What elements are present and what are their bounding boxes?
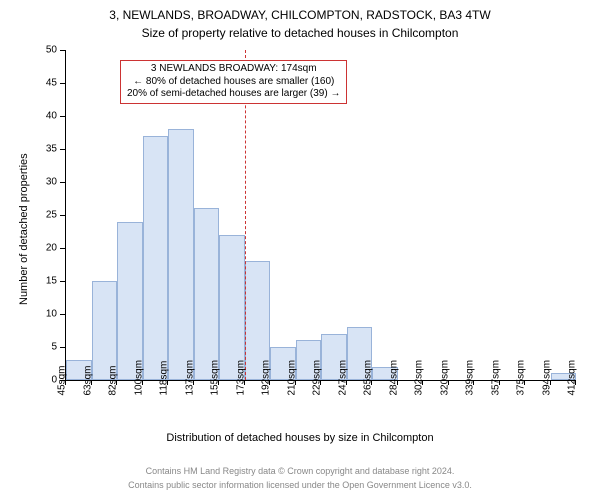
y-tick-label: 50 [27,45,57,56]
y-tick-label: 20 [27,243,57,254]
y-tick-mark [60,248,65,249]
annotation-line-2: ← 80% of detached houses are smaller (16… [127,76,340,89]
bar [194,208,220,380]
annotation-box: 3 NEWLANDS BROADWAY: 174sqm← 80% of deta… [120,60,347,104]
bar [143,136,169,380]
chart-container: { "title_line1": "3, NEWLANDS, BROADWAY,… [0,0,600,500]
y-tick-label: 0 [27,375,57,386]
y-tick-label: 45 [27,78,57,89]
y-tick-mark [60,347,65,348]
y-tick-mark [60,116,65,117]
y-tick-label: 40 [27,111,57,122]
footer-line-2: Contains public sector information licen… [0,480,600,490]
y-tick-mark [60,215,65,216]
bar [168,129,194,380]
y-tick-label: 25 [27,210,57,221]
y-tick-mark [60,83,65,84]
annotation-line-1: 3 NEWLANDS BROADWAY: 174sqm [127,63,340,76]
chart-title-1: 3, NEWLANDS, BROADWAY, CHILCOMPTON, RADS… [0,8,600,22]
y-tick-label: 5 [27,342,57,353]
bar [219,235,245,380]
annotation-line-3: 20% of semi-detached houses are larger (… [127,88,340,101]
y-tick-mark [60,182,65,183]
y-tick-label: 15 [27,276,57,287]
bar [117,222,143,380]
y-tick-mark [60,281,65,282]
y-tick-mark [60,149,65,150]
y-tick-mark [60,50,65,51]
footer-line-1: Contains HM Land Registry data © Crown c… [0,466,600,476]
y-tick-mark [60,314,65,315]
chart-title-2: Size of property relative to detached ho… [0,26,600,40]
y-tick-label: 35 [27,144,57,155]
y-tick-label: 10 [27,309,57,320]
y-tick-label: 30 [27,177,57,188]
x-axis-label: Distribution of detached houses by size … [0,432,600,444]
